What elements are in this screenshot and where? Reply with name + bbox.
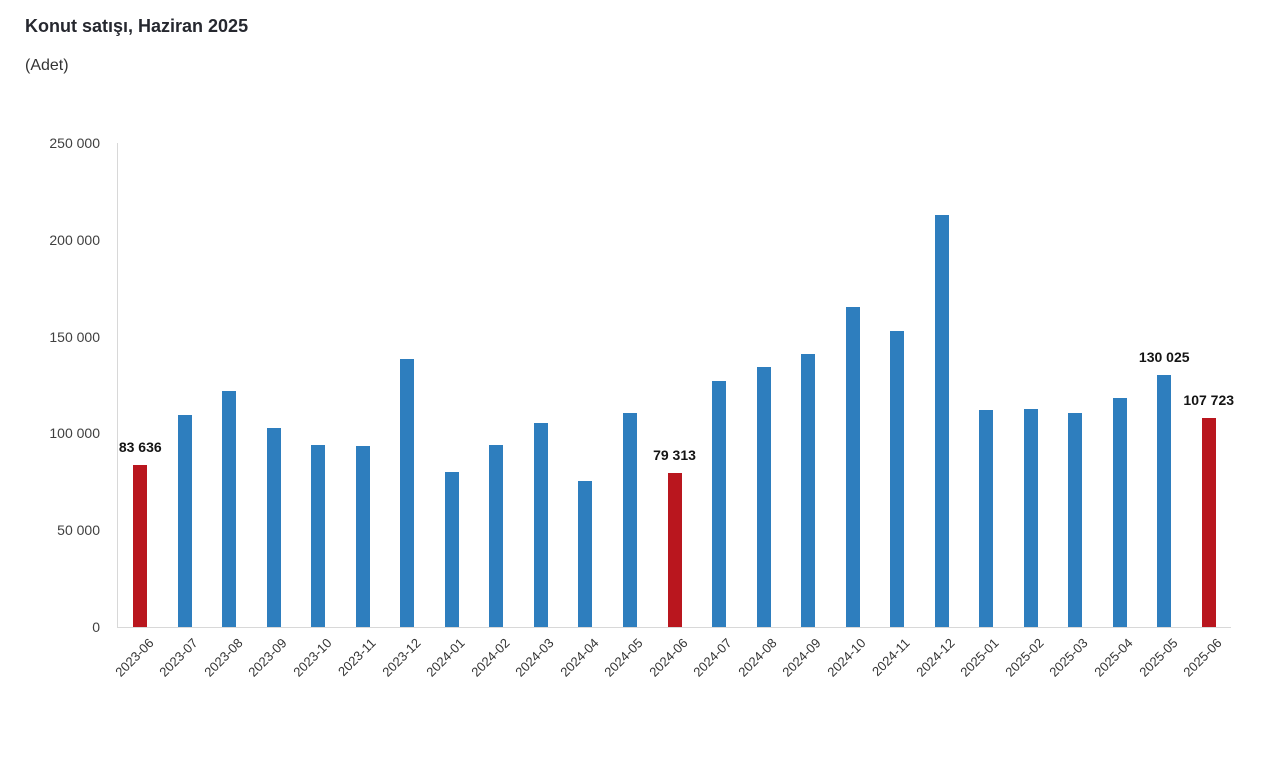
bar-2024-10[interactable] bbox=[845, 307, 860, 627]
x-tick-label-2025-05: 2025-05 bbox=[1135, 635, 1181, 680]
bar-2023-07[interactable] bbox=[177, 414, 192, 627]
x-tick-label-2024-08: 2024-08 bbox=[735, 635, 780, 680]
x-tick-label-2025-02: 2025-02 bbox=[1002, 635, 1047, 680]
bar-2024-12[interactable] bbox=[934, 215, 949, 627]
x-tick-label-2024-12: 2024-12 bbox=[913, 635, 958, 680]
bar-2024-09[interactable] bbox=[801, 354, 816, 627]
bar-2024-08[interactable] bbox=[756, 367, 771, 627]
bar-2024-03[interactable] bbox=[533, 422, 548, 627]
bar-2024-01[interactable] bbox=[444, 471, 459, 627]
data-label-2023-06: 83 636 bbox=[118, 439, 162, 456]
x-tick-label-2025-01: 2025-01 bbox=[957, 635, 1003, 680]
y-tick-label: 250 000 bbox=[49, 135, 100, 151]
y-tick-label: 200 000 bbox=[49, 231, 100, 248]
bar-2023-08[interactable] bbox=[222, 390, 237, 627]
bar-2023-12[interactable] bbox=[400, 358, 415, 627]
x-tick-label-2023-08: 2023-08 bbox=[200, 635, 246, 680]
bar-2025-03[interactable] bbox=[1068, 412, 1083, 627]
x-tick-label-2023-11: 2023-11 bbox=[335, 635, 379, 679]
bar-2024-06[interactable] bbox=[667, 473, 682, 627]
x-tick-label-2025-06: 2025-06 bbox=[1180, 635, 1225, 680]
bar-2024-04[interactable] bbox=[578, 480, 593, 627]
x-tick-label-2024-01: 2024-01 bbox=[423, 635, 468, 680]
bar-2023-11[interactable] bbox=[355, 445, 370, 627]
x-tick-label-2025-03: 2025-03 bbox=[1046, 635, 1092, 680]
x-tick-label-2023-06: 2023-06 bbox=[111, 635, 157, 680]
y-tick-label: 50 000 bbox=[57, 522, 100, 539]
x-tick-label-2023-07: 2023-07 bbox=[156, 635, 201, 680]
y-tick-label: 0 bbox=[92, 619, 100, 635]
bar-2024-07[interactable] bbox=[712, 380, 727, 627]
x-tick-label-2024-05: 2024-05 bbox=[601, 635, 646, 680]
bar-2023-06[interactable] bbox=[133, 465, 148, 627]
bar-2023-09[interactable] bbox=[266, 428, 281, 627]
data-label-2024-06: 79 313 bbox=[653, 447, 696, 464]
x-tick-label-2024-07: 2024-07 bbox=[690, 635, 735, 680]
data-label-2025-05: 130 025 bbox=[1138, 349, 1190, 366]
x-tick-label-2023-09: 2023-09 bbox=[245, 635, 290, 680]
x-tick-label-2024-03: 2024-03 bbox=[512, 635, 557, 680]
x-tick-label-2024-11: 2024-11 bbox=[869, 635, 914, 679]
bar-2025-06[interactable] bbox=[1201, 418, 1216, 627]
x-tick-label-2024-06: 2024-06 bbox=[646, 635, 691, 680]
x-tick-label-2025-04: 2025-04 bbox=[1091, 635, 1136, 680]
y-tick-label: 150 000 bbox=[49, 328, 100, 345]
x-tick-label-2024-09: 2024-09 bbox=[779, 635, 824, 680]
bar-2024-11[interactable] bbox=[890, 330, 905, 627]
bar-2025-02[interactable] bbox=[1023, 408, 1038, 627]
bar-2025-05[interactable] bbox=[1157, 375, 1172, 627]
plot-area: 83 636 79 313 130 025 107 723 bbox=[117, 143, 1235, 628]
bar-2025-01[interactable] bbox=[979, 409, 994, 627]
chart-title: Konut satışı, Haziran 2025 bbox=[25, 16, 249, 36]
bar-2025-04[interactable] bbox=[1112, 397, 1127, 627]
x-tick-label-2024-02: 2024-02 bbox=[467, 635, 513, 680]
bar-2024-02[interactable] bbox=[489, 445, 504, 627]
bar-2023-10[interactable] bbox=[311, 445, 326, 627]
x-tick-label-2024-10: 2024-10 bbox=[824, 635, 869, 680]
bar-2024-05[interactable] bbox=[622, 412, 637, 627]
x-tick-label-2023-12: 2023-12 bbox=[378, 635, 424, 680]
chart-subtitle: (Adet) bbox=[25, 57, 69, 74]
x-tick-label-2024-04: 2024-04 bbox=[557, 635, 602, 680]
data-label-2025-06: 107 723 bbox=[1183, 392, 1235, 409]
y-tick-label: 100 000 bbox=[49, 425, 100, 442]
x-tick-label-2023-10: 2023-10 bbox=[289, 635, 335, 680]
